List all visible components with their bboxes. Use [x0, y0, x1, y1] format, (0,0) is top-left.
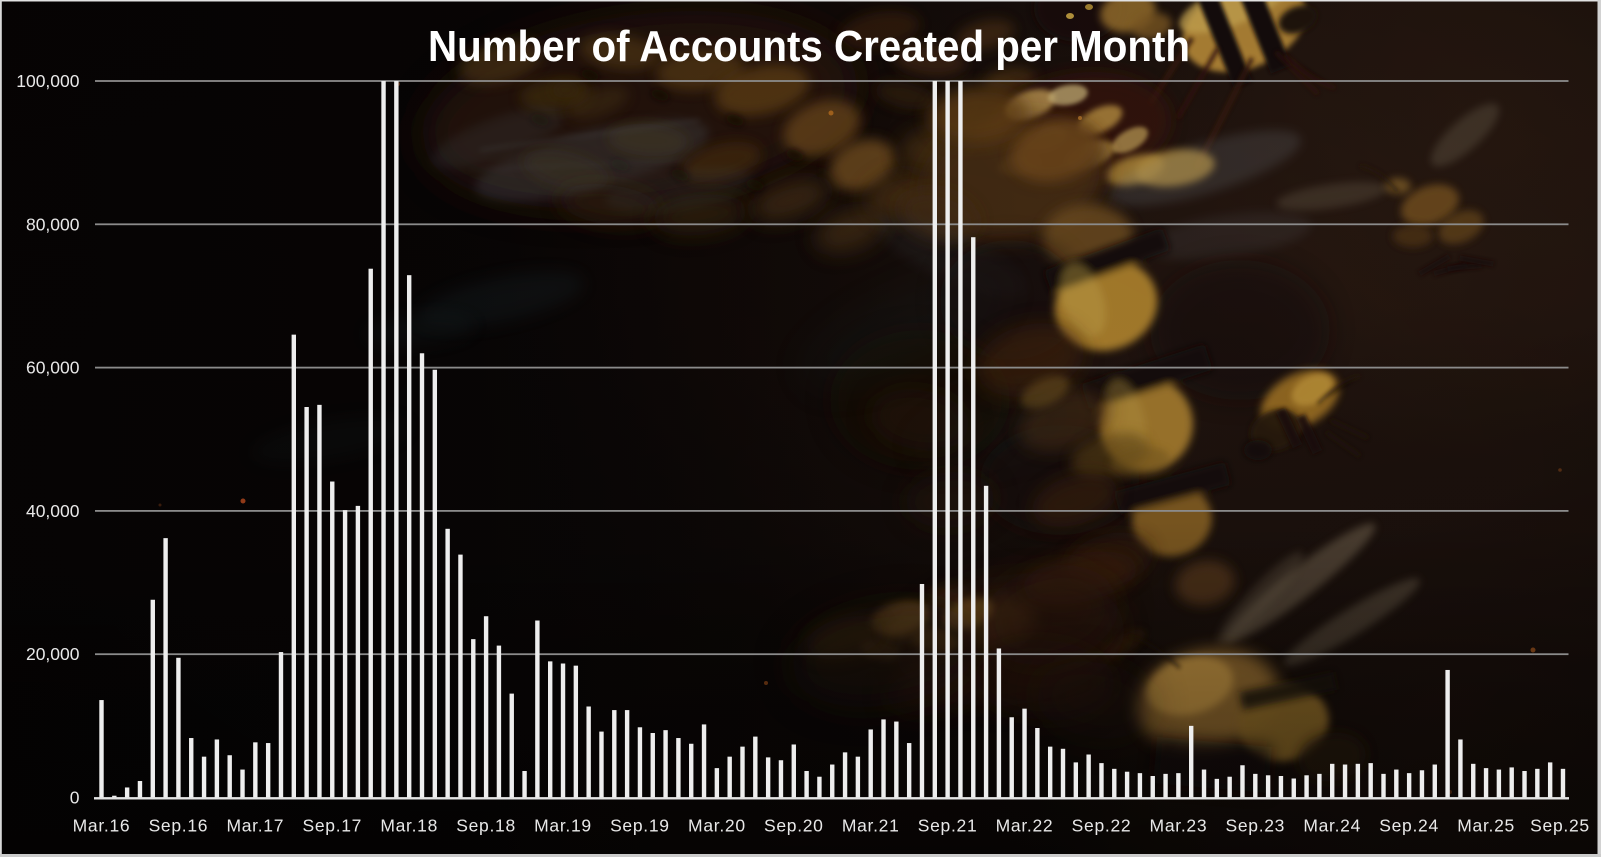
svg-text:Mar.19: Mar.19 — [534, 816, 592, 836]
svg-text:Sep.17: Sep.17 — [302, 816, 362, 836]
svg-text:Sep.22: Sep.22 — [1072, 816, 1132, 836]
svg-text:Mar.17: Mar.17 — [226, 816, 284, 836]
svg-text:Sep.21: Sep.21 — [918, 816, 978, 836]
svg-text:Mar.18: Mar.18 — [380, 816, 438, 836]
svg-text:0: 0 — [70, 788, 80, 808]
svg-text:80,000: 80,000 — [26, 214, 80, 234]
svg-text:Mar.21: Mar.21 — [842, 816, 900, 836]
svg-text:Sep.19: Sep.19 — [610, 816, 670, 836]
svg-text:100,000: 100,000 — [16, 71, 80, 91]
svg-text:40,000: 40,000 — [26, 501, 80, 521]
svg-text:Sep.18: Sep.18 — [456, 816, 516, 836]
svg-text:Mar.24: Mar.24 — [1303, 816, 1361, 836]
svg-text:20,000: 20,000 — [26, 644, 80, 664]
svg-text:Mar.16: Mar.16 — [73, 816, 131, 836]
svg-text:Mar.22: Mar.22 — [996, 816, 1054, 836]
svg-text:Sep.16: Sep.16 — [149, 816, 209, 836]
svg-text:60,000: 60,000 — [26, 358, 80, 378]
svg-text:Sep.20: Sep.20 — [764, 816, 824, 836]
svg-text:Mar.25: Mar.25 — [1457, 816, 1515, 836]
svg-text:Number of Accounts Created per: Number of Accounts Created per Month — [428, 22, 1190, 71]
svg-text:Sep.24: Sep.24 — [1379, 816, 1439, 836]
svg-text:Sep.23: Sep.23 — [1225, 816, 1285, 836]
svg-text:Mar.20: Mar.20 — [688, 816, 746, 836]
svg-text:Mar.23: Mar.23 — [1150, 816, 1208, 836]
svg-text:Sep.25: Sep.25 — [1530, 816, 1590, 836]
